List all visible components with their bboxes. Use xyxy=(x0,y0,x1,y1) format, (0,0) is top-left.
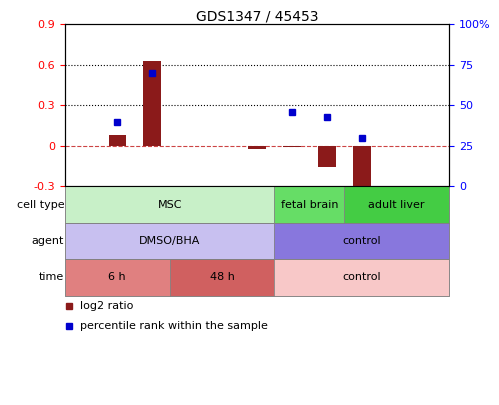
Bar xyxy=(65,259,170,296)
Bar xyxy=(144,61,161,146)
Bar xyxy=(274,186,344,223)
Text: control: control xyxy=(342,273,381,282)
Title: GDS1347 / 45453: GDS1347 / 45453 xyxy=(196,9,318,23)
Text: adult liver: adult liver xyxy=(368,200,425,209)
Text: control: control xyxy=(342,236,381,246)
Text: 48 h: 48 h xyxy=(210,273,235,282)
Bar xyxy=(274,223,449,259)
Bar xyxy=(65,186,274,223)
Text: agent: agent xyxy=(32,236,64,246)
Bar xyxy=(65,223,274,259)
Bar xyxy=(344,186,449,223)
Text: MSC: MSC xyxy=(157,200,182,209)
Text: log2 ratio: log2 ratio xyxy=(80,301,134,311)
Text: 6 h: 6 h xyxy=(108,273,126,282)
Bar xyxy=(170,259,274,296)
Bar xyxy=(274,259,449,296)
Bar xyxy=(283,146,300,147)
Bar xyxy=(318,146,335,167)
Text: DMSO/BHA: DMSO/BHA xyxy=(139,236,200,246)
Text: fetal brain: fetal brain xyxy=(280,200,338,209)
Text: cell type: cell type xyxy=(16,200,64,209)
Bar xyxy=(248,146,265,149)
Text: time: time xyxy=(39,273,64,282)
Bar xyxy=(353,146,370,189)
Text: percentile rank within the sample: percentile rank within the sample xyxy=(80,321,268,331)
Bar xyxy=(108,135,126,146)
